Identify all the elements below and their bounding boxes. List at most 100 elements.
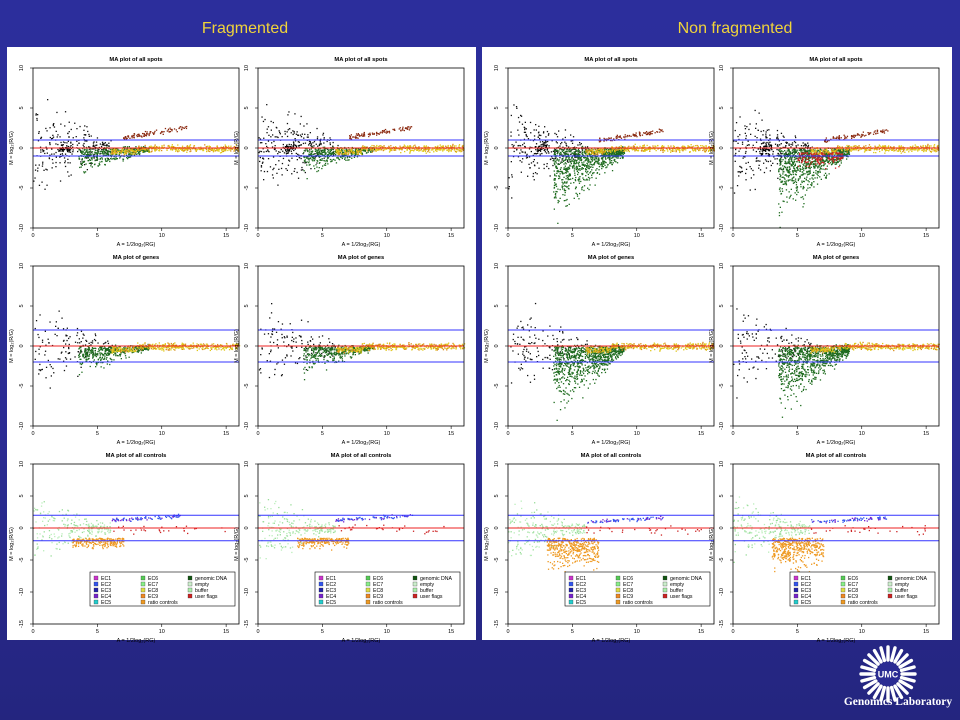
x-tick-label: 15 bbox=[698, 629, 704, 635]
scatter-points bbox=[733, 308, 940, 418]
y-tick-label: -10 bbox=[719, 422, 725, 430]
legend-swatch bbox=[840, 587, 846, 593]
y-tick-label: 0 bbox=[719, 146, 725, 149]
plot-title: MA plot of all spots bbox=[334, 57, 387, 63]
x-tick-label: 15 bbox=[448, 233, 454, 239]
x-tick-label: 0 bbox=[31, 629, 34, 635]
x-tick-label: 0 bbox=[731, 431, 734, 437]
legend-label: EC1 bbox=[101, 576, 111, 582]
legend-swatch bbox=[365, 581, 371, 587]
y-tick-label: -10 bbox=[719, 588, 725, 596]
legend-label: EC5 bbox=[576, 600, 586, 606]
legend-label: EC3 bbox=[101, 588, 111, 594]
plot-title: MA plot of genes bbox=[813, 255, 859, 261]
non-fragmented-heading: Non fragmented bbox=[677, 20, 793, 37]
y-tick-label: -5 bbox=[19, 186, 25, 191]
y-tick-label: 0 bbox=[719, 344, 725, 347]
y-tick-label: -10 bbox=[244, 422, 250, 430]
legend-label: buffer bbox=[895, 588, 908, 594]
legend-swatch bbox=[793, 593, 799, 599]
y-tick-label: -10 bbox=[719, 224, 725, 232]
legend-label: EC1 bbox=[576, 576, 586, 582]
legend-label: EC1 bbox=[326, 576, 336, 582]
legend-swatch bbox=[615, 581, 621, 587]
legend-swatch bbox=[887, 575, 893, 581]
legend-swatch bbox=[793, 581, 799, 587]
y-tick-label: 10 bbox=[719, 461, 725, 467]
ma-plot-11: MA plot of all controls 0 5 10 15 -15 -10 -5 0 5 1… bbox=[484, 453, 715, 644]
y-tick-label: -10 bbox=[19, 588, 25, 596]
y-tick-label: -10 bbox=[19, 224, 25, 232]
y-axis-label: M = log₂(R/G) bbox=[9, 527, 15, 561]
legend-swatch bbox=[662, 587, 668, 593]
legend-swatch bbox=[412, 581, 418, 587]
fragmented-heading: Fragmented bbox=[201, 20, 289, 37]
x-tick-label: 10 bbox=[859, 233, 865, 239]
y-tick-label: 10 bbox=[494, 263, 500, 269]
x-tick-label: 15 bbox=[448, 629, 454, 635]
legend-swatch bbox=[140, 593, 146, 599]
y-tick-label: -10 bbox=[494, 588, 500, 596]
scatter-points bbox=[508, 104, 715, 224]
legend-label: EC2 bbox=[101, 582, 111, 588]
x-tick-label: 0 bbox=[506, 233, 509, 239]
y-axis-label: M = log₂(R/G) bbox=[709, 131, 715, 165]
y-tick-label: -15 bbox=[494, 620, 500, 628]
x-tick-label: 10 bbox=[634, 233, 640, 239]
y-tick-label: -5 bbox=[244, 186, 250, 191]
legend-swatch bbox=[793, 599, 799, 605]
plot-frame bbox=[32, 463, 240, 625]
plot-title: MA plot of all controls bbox=[106, 453, 167, 459]
x-axis-label: A = 1/2log₂(RG) bbox=[592, 440, 631, 446]
plot-frame bbox=[732, 463, 940, 625]
y-tick-label: -5 bbox=[494, 384, 500, 389]
y-tick-label: 5 bbox=[494, 106, 500, 109]
x-axis-label: A = 1/2log₂(RG) bbox=[592, 638, 631, 644]
legend-swatch bbox=[615, 575, 621, 581]
scatter-points bbox=[258, 303, 466, 381]
legend-swatch bbox=[365, 599, 371, 605]
scatter-points bbox=[508, 500, 702, 573]
y-tick-label: 5 bbox=[719, 494, 725, 497]
legend-label: EC3 bbox=[576, 588, 586, 594]
y-tick-label: 5 bbox=[719, 106, 725, 109]
x-tick-label: 10 bbox=[859, 629, 865, 635]
y-tick-label: -5 bbox=[719, 384, 725, 389]
legend-swatch bbox=[365, 593, 371, 599]
y-tick-label: 10 bbox=[19, 461, 25, 467]
y-tick-label: -10 bbox=[494, 422, 500, 430]
x-tick-label: 0 bbox=[256, 233, 259, 239]
legend-label: empty bbox=[895, 582, 910, 588]
legend-label: EC7 bbox=[623, 582, 633, 588]
legend-swatch bbox=[662, 593, 668, 599]
y-tick-label: 10 bbox=[244, 461, 250, 467]
y-tick-label: 0 bbox=[494, 146, 500, 149]
y-tick-label: 5 bbox=[494, 304, 500, 307]
x-tick-label: 10 bbox=[859, 431, 865, 437]
y-tick-label: 0 bbox=[19, 146, 25, 149]
x-axis-label: A = 1/2log₂(RG) bbox=[117, 242, 156, 248]
legend-swatch bbox=[140, 575, 146, 581]
scatter-points bbox=[733, 109, 940, 229]
legend-swatch bbox=[793, 575, 799, 581]
legend-swatch bbox=[140, 599, 146, 605]
x-tick-label: 0 bbox=[31, 431, 34, 437]
x-tick-label: 15 bbox=[923, 431, 929, 437]
y-tick-label: 0 bbox=[244, 146, 250, 149]
plot-title: MA plot of all controls bbox=[331, 453, 392, 459]
legend-swatch bbox=[887, 581, 893, 587]
legend-label: EC5 bbox=[801, 600, 811, 606]
y-tick-label: 5 bbox=[19, 494, 25, 497]
x-axis-label: A = 1/2log₂(RG) bbox=[117, 440, 156, 446]
legend-label: EC6 bbox=[848, 576, 858, 582]
x-tick-label: 5 bbox=[96, 233, 99, 239]
legend-label: user flags bbox=[195, 594, 218, 600]
y-tick-label: 5 bbox=[719, 304, 725, 307]
x-tick-label: 0 bbox=[31, 233, 34, 239]
